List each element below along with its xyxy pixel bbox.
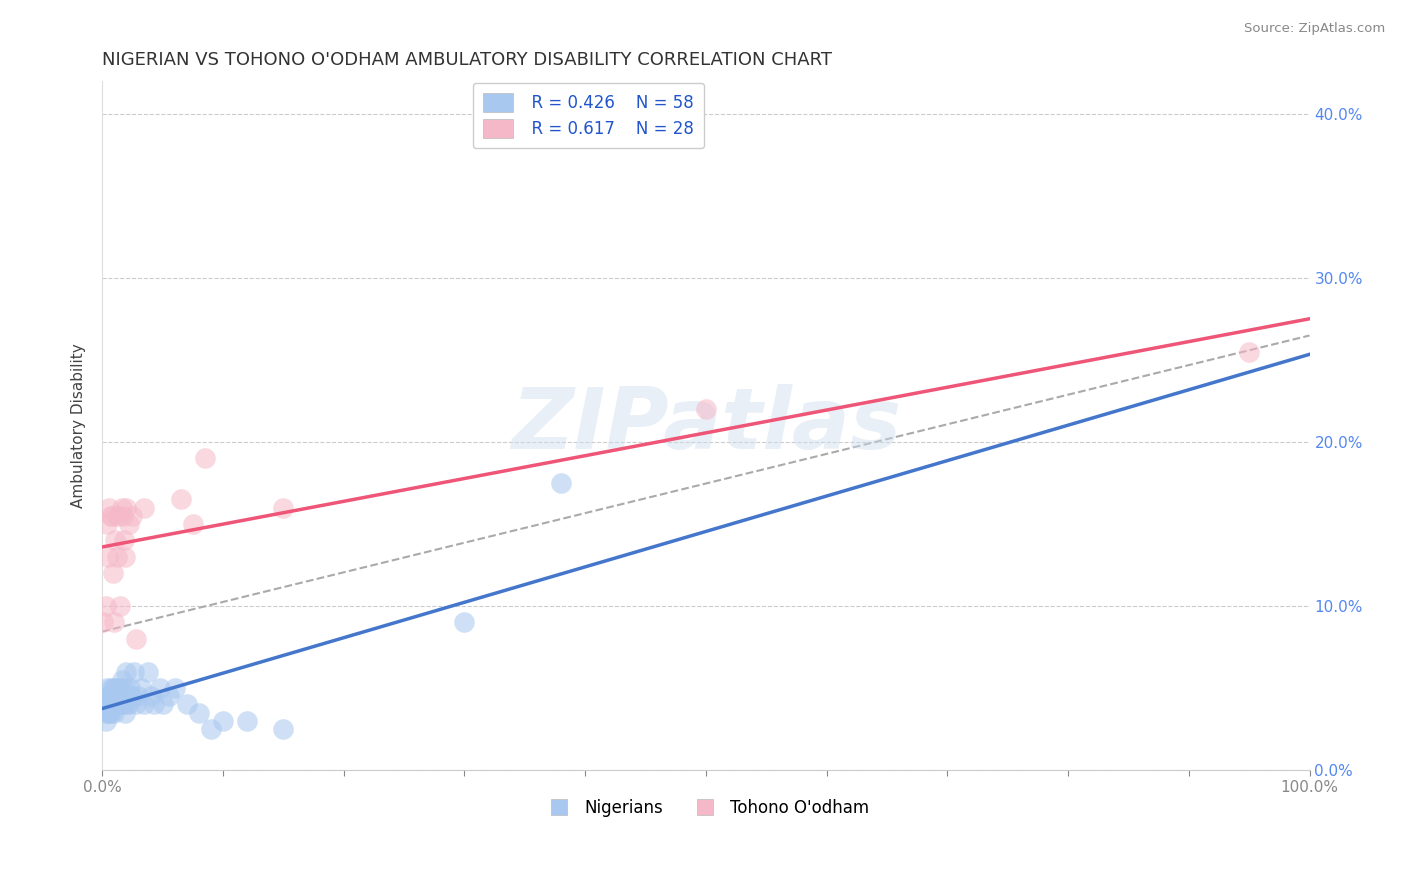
Point — [107, 508, 129, 523]
Point — [110, 698, 132, 712]
Point — [118, 517, 141, 532]
Point — [176, 698, 198, 712]
Point — [134, 698, 156, 712]
Point — [101, 698, 124, 712]
Point — [110, 599, 132, 613]
Point — [112, 690, 135, 704]
Text: ZIPatlas: ZIPatlas — [510, 384, 901, 467]
Point — [110, 681, 132, 695]
Point — [104, 533, 127, 548]
Text: NIGERIAN VS TOHONO O'ODHAM AMBULATORY DISABILITY CORRELATION CHART: NIGERIAN VS TOHONO O'ODHAM AMBULATORY DI… — [103, 51, 832, 69]
Point — [100, 681, 122, 695]
Point — [100, 706, 122, 720]
Point — [97, 690, 120, 704]
Point — [105, 549, 128, 564]
Point — [236, 714, 259, 728]
Point — [104, 681, 127, 695]
Point — [118, 681, 141, 695]
Point — [550, 476, 572, 491]
Point — [149, 681, 172, 695]
Point — [103, 690, 125, 704]
Point — [94, 714, 117, 728]
Point — [112, 533, 135, 548]
Point — [271, 722, 294, 736]
Point — [98, 706, 121, 720]
Point — [200, 722, 222, 736]
Point — [134, 500, 156, 515]
Point — [170, 492, 193, 507]
Point — [271, 500, 294, 515]
Point — [101, 698, 124, 712]
Point — [101, 681, 124, 695]
Point — [194, 451, 217, 466]
Text: Source: ZipAtlas.com: Source: ZipAtlas.com — [1244, 22, 1385, 36]
Point — [136, 665, 159, 679]
Point — [97, 549, 120, 564]
Legend: Nigerians, Tohono O'odham: Nigerians, Tohono O'odham — [536, 792, 876, 823]
Point — [112, 681, 135, 695]
Point — [111, 698, 134, 712]
Point — [129, 681, 152, 695]
Point — [93, 698, 115, 712]
Point — [152, 698, 174, 712]
Point — [110, 673, 132, 687]
Point — [105, 698, 128, 712]
Point — [125, 632, 148, 646]
Point — [122, 665, 145, 679]
Point — [453, 615, 475, 630]
Point — [212, 714, 235, 728]
Point — [115, 665, 138, 679]
Point — [97, 698, 120, 712]
Point — [121, 690, 143, 704]
Point — [107, 698, 129, 712]
Point — [127, 690, 149, 704]
Point — [125, 698, 148, 712]
Point — [111, 508, 134, 523]
Point — [121, 508, 143, 523]
Point — [139, 690, 162, 704]
Point — [98, 500, 121, 515]
Point — [103, 615, 125, 630]
Point — [98, 698, 121, 712]
Y-axis label: Ambulatory Disability: Ambulatory Disability — [72, 343, 86, 508]
Point — [143, 698, 166, 712]
Point — [187, 706, 209, 720]
Point — [114, 549, 136, 564]
Point — [93, 615, 115, 630]
Point — [101, 566, 124, 581]
Point — [115, 698, 138, 712]
Point — [100, 508, 122, 523]
Point — [108, 690, 131, 704]
Point — [103, 698, 125, 712]
Point — [110, 500, 132, 515]
Point — [96, 706, 118, 720]
Point — [97, 706, 120, 720]
Point — [100, 698, 122, 712]
Point — [94, 599, 117, 613]
Point — [181, 517, 204, 532]
Point — [105, 690, 128, 704]
Point — [101, 690, 124, 704]
Point — [107, 681, 129, 695]
Point — [96, 681, 118, 695]
Point — [96, 517, 118, 532]
Point — [1237, 344, 1260, 359]
Point — [101, 508, 124, 523]
Point — [103, 706, 125, 720]
Point — [695, 402, 717, 417]
Point — [115, 500, 138, 515]
Point — [98, 690, 121, 704]
Point — [114, 706, 136, 720]
Point — [157, 690, 180, 704]
Point — [118, 698, 141, 712]
Point — [163, 681, 186, 695]
